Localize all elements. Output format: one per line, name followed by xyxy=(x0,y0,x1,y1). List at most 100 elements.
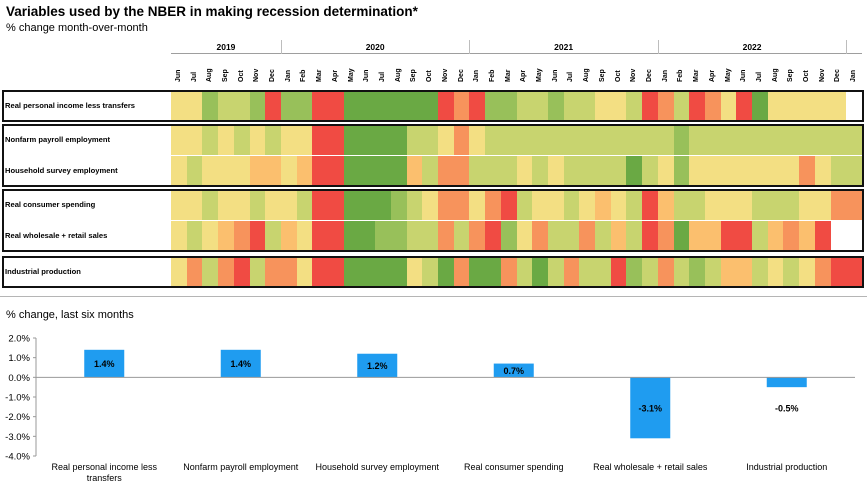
heatmap-cell xyxy=(233,221,251,251)
heatmap-cell xyxy=(218,190,235,220)
heatmap-row-label: Real personal income less transfers xyxy=(5,101,135,110)
heatmap-cell xyxy=(610,156,628,186)
month-label: May xyxy=(724,68,732,82)
month-label: Aug xyxy=(206,68,214,82)
heatmap-cell xyxy=(171,221,188,251)
month-label: Dec xyxy=(645,69,653,82)
heatmap-cell xyxy=(563,156,580,186)
heatmap-cell xyxy=(469,221,486,251)
barchart-subtitle: % change, last six months xyxy=(6,309,134,321)
heatmap-cell xyxy=(453,221,470,251)
y-tick-label: 0.0% xyxy=(8,373,30,384)
heatmap-cell xyxy=(830,190,847,220)
heatmap-cell xyxy=(437,125,455,155)
heatmap-cell xyxy=(657,190,675,220)
month-label: Aug xyxy=(771,68,779,82)
heatmap-cell xyxy=(186,125,203,155)
heatmap-cell xyxy=(626,221,643,251)
month-label: Jun xyxy=(740,69,748,82)
year-label: 2020 xyxy=(365,42,385,52)
heatmap-cell xyxy=(830,91,847,121)
heatmap-cell xyxy=(532,91,549,121)
x-category-label: Real consumer spending xyxy=(464,462,564,472)
heatmap-cell xyxy=(704,91,722,121)
heatmap-cell xyxy=(171,156,188,186)
heatmap-cell xyxy=(343,156,361,186)
heatmap-cell xyxy=(657,257,675,287)
heatmap-cell xyxy=(375,190,392,220)
heatmap-cell xyxy=(563,125,580,155)
month-label: Jun xyxy=(363,69,371,82)
heatmap-cell xyxy=(720,91,737,121)
heatmap-cell xyxy=(265,221,282,251)
month-label: Sep xyxy=(787,69,795,82)
heatmap-cell xyxy=(202,125,219,155)
heatmap-cell xyxy=(406,91,423,121)
heatmap-cell xyxy=(767,91,785,121)
heatmap-cell xyxy=(186,221,203,251)
heatmap-cell xyxy=(595,91,612,121)
month-label: Dec xyxy=(834,69,842,82)
heatmap-cell xyxy=(736,91,753,121)
heatmap-cell xyxy=(830,257,847,287)
heatmap-cell xyxy=(579,190,596,220)
heatmap-cell xyxy=(171,190,188,220)
heatmap-cell xyxy=(422,257,439,287)
heatmap-cell xyxy=(642,91,659,121)
heatmap-cell xyxy=(265,257,282,287)
heatmap-cell xyxy=(626,257,643,287)
heatmap-cell xyxy=(265,125,282,155)
month-label: Nov xyxy=(441,68,449,82)
heatmap-cell xyxy=(814,190,832,220)
heatmap-cell xyxy=(610,91,628,121)
bar-data-label: -0.5% xyxy=(775,403,799,413)
heatmap-cell xyxy=(359,91,376,121)
year-separator xyxy=(846,40,848,54)
month-label: Jul xyxy=(190,71,198,82)
heatmap-cell xyxy=(485,125,502,155)
heatmap-cell xyxy=(720,156,737,186)
month-label: Mar xyxy=(504,69,512,82)
heatmap-cell xyxy=(343,91,361,121)
month-label: Mar xyxy=(693,69,701,82)
month-label: Oct xyxy=(614,70,622,82)
heatmap-cell xyxy=(752,156,769,186)
heatmap-cell xyxy=(422,125,439,155)
heatmap-cell xyxy=(390,190,408,220)
month-label: May xyxy=(347,68,355,82)
y-tick-label: -2.0% xyxy=(5,412,30,423)
heatmap-cell xyxy=(500,190,518,220)
heatmap-cell xyxy=(736,190,753,220)
heatmap-cell xyxy=(642,125,659,155)
heatmap-cell xyxy=(328,156,345,186)
heatmap-cell xyxy=(437,257,455,287)
heatmap-cell xyxy=(312,125,329,155)
heatmap-row-label: Nonfarm payroll employment xyxy=(5,135,111,144)
heatmap-cell xyxy=(626,156,643,186)
heatmap-cell xyxy=(469,91,486,121)
heatmap-cell xyxy=(846,221,863,251)
bar xyxy=(84,349,125,378)
month-label: Oct xyxy=(237,70,245,82)
heatmap-cell xyxy=(328,91,345,121)
month-label: Nov xyxy=(253,68,261,82)
heatmap-cell xyxy=(563,91,580,121)
bar-data-label: 1.4% xyxy=(94,359,115,369)
x-category-label: Real personal income less transfers xyxy=(51,462,157,483)
heatmap-cell xyxy=(296,91,313,121)
heatmap-cell xyxy=(469,156,486,186)
heatmap-cell xyxy=(186,156,203,186)
heatmap-cell xyxy=(233,91,251,121)
heatmap-cell xyxy=(186,257,203,287)
heatmap-cell xyxy=(783,91,800,121)
heatmap-cell xyxy=(171,91,188,121)
heatmap-cell xyxy=(783,125,800,155)
x-category-label: Industrial production xyxy=(746,462,827,472)
heatmap-cell xyxy=(359,190,376,220)
heatmap-cell xyxy=(673,257,690,287)
heatmap-cell xyxy=(296,190,313,220)
heatmap-cell xyxy=(799,91,816,121)
month-label: Jan xyxy=(850,69,858,82)
heatmap-cell xyxy=(846,257,863,287)
heatmap-cell xyxy=(171,257,188,287)
